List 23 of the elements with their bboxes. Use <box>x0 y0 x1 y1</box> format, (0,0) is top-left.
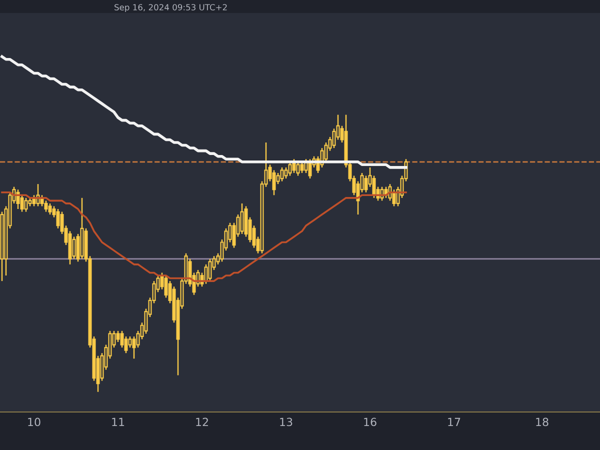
x-tick-label: 16 <box>364 418 376 426</box>
x-tick-label: 18 <box>536 418 548 426</box>
candlestick <box>72 236 76 260</box>
x-tick-label: 12 <box>196 418 208 426</box>
candlestick <box>116 330 120 343</box>
candlestick <box>292 158 296 174</box>
x-tick-label: 10 <box>28 418 40 426</box>
candlestick <box>24 197 28 212</box>
candlestick <box>240 202 244 235</box>
candlestick <box>32 194 36 207</box>
text: Sep 16, 2024 09:53 UTC+2 <box>114 4 227 12</box>
candlestick <box>296 161 300 176</box>
candlestick <box>208 258 212 282</box>
candlestick <box>48 202 52 216</box>
candlestick <box>128 336 132 348</box>
candlestick <box>308 158 312 180</box>
candlestick <box>284 166 288 180</box>
candlestick <box>288 161 292 176</box>
candlestick <box>304 158 308 174</box>
x-tick-label: 17 <box>448 418 460 426</box>
x-tick-label: 11 <box>112 418 124 426</box>
candlestick <box>280 166 284 182</box>
x-tick-label: 13 <box>280 418 292 426</box>
